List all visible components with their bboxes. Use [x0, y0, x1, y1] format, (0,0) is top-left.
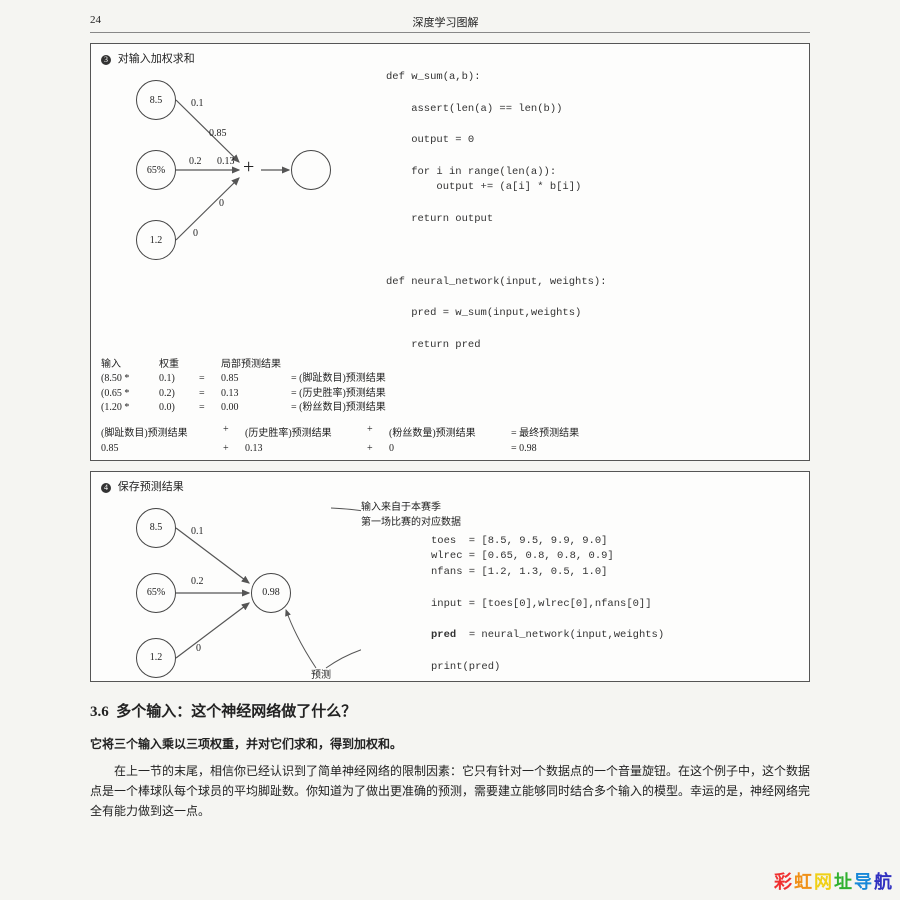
- weight-2: 0.2: [191, 576, 204, 587]
- weight-3: 0: [196, 643, 201, 654]
- watermark: 彩虹网址导航: [774, 868, 894, 894]
- calc-table: 输入权重局部预测结果(8.50 *0.1)=0.85= (脚趾数目)预测结果(0…: [101, 358, 799, 416]
- diagram-weighted-sum: 8.5 65% 1.2 + 0.1 0.85 0.2 0.13 0 0: [101, 70, 331, 265]
- node-input-1: 8.5: [136, 508, 176, 548]
- node-input-3: 1.2: [136, 638, 176, 678]
- book-title: 深度学习图解: [413, 14, 479, 30]
- section-paragraph: 在上一节的末尾，相信你已经认识到了简单神经网络的限制因素：它只有针对一个数据点的…: [90, 762, 810, 821]
- node-output: [291, 150, 331, 190]
- weight-1: 0.1: [191, 98, 204, 109]
- weight-1: 0.1: [191, 526, 204, 537]
- diagram-save-pred: 8.5 65% 1.2 0.98 0.1 0.2 0 预测: [101, 498, 331, 673]
- node-input-2: 65%: [136, 573, 176, 613]
- prod-3: 0: [219, 198, 224, 209]
- bullet-icon: 4: [101, 483, 111, 493]
- caption: 输入来自于本赛季 第一场比赛的对应数据: [361, 498, 664, 528]
- section-subheading: 它将三个输入乘以三项权重，并对它们求和，得到加权和。: [90, 735, 810, 752]
- pred-label: 预测: [311, 666, 331, 681]
- node-input-2: 65%: [136, 150, 176, 190]
- node-input-3: 1.2: [136, 220, 176, 260]
- sum-labels: (脚趾数目)预测结果+(历史胜率)预测结果+(粉丝数量)预测结果= 最终预测结果: [101, 424, 799, 439]
- node-output: 0.98: [251, 573, 291, 613]
- panel-weighted-sum: 3 对输入加权求和 8.5 65% 1.2 + 0.1 0.85 0.2: [90, 43, 810, 461]
- plus-icon: +: [243, 156, 254, 179]
- node-input-1: 8.5: [136, 80, 176, 120]
- code-block-1: def w_sum(a,b): assert(len(a) == len(b))…: [331, 70, 607, 354]
- prod-2: 0.13: [217, 156, 235, 167]
- weight-3: 0: [193, 228, 198, 239]
- code-block-2: toes = [8.5, 9.5, 9.9, 9.0]wlrec = [0.65…: [361, 534, 664, 676]
- section-heading: 3.6 多个输入：这个神经网络做了什么？: [90, 700, 810, 721]
- page-number: 24: [90, 14, 101, 30]
- panel3-title: 对输入加权求和: [118, 53, 195, 65]
- weight-2: 0.2: [189, 156, 202, 167]
- panel-save-pred: 4 保存预测结果 8.5 65% 1.2 0.98 0.1: [90, 471, 810, 683]
- prod-1: 0.85: [209, 128, 227, 139]
- bullet-icon: 3: [101, 55, 111, 65]
- sum-values: 0.85+0.13+0= 0.98: [101, 443, 799, 454]
- panel4-title: 保存预测结果: [118, 481, 184, 493]
